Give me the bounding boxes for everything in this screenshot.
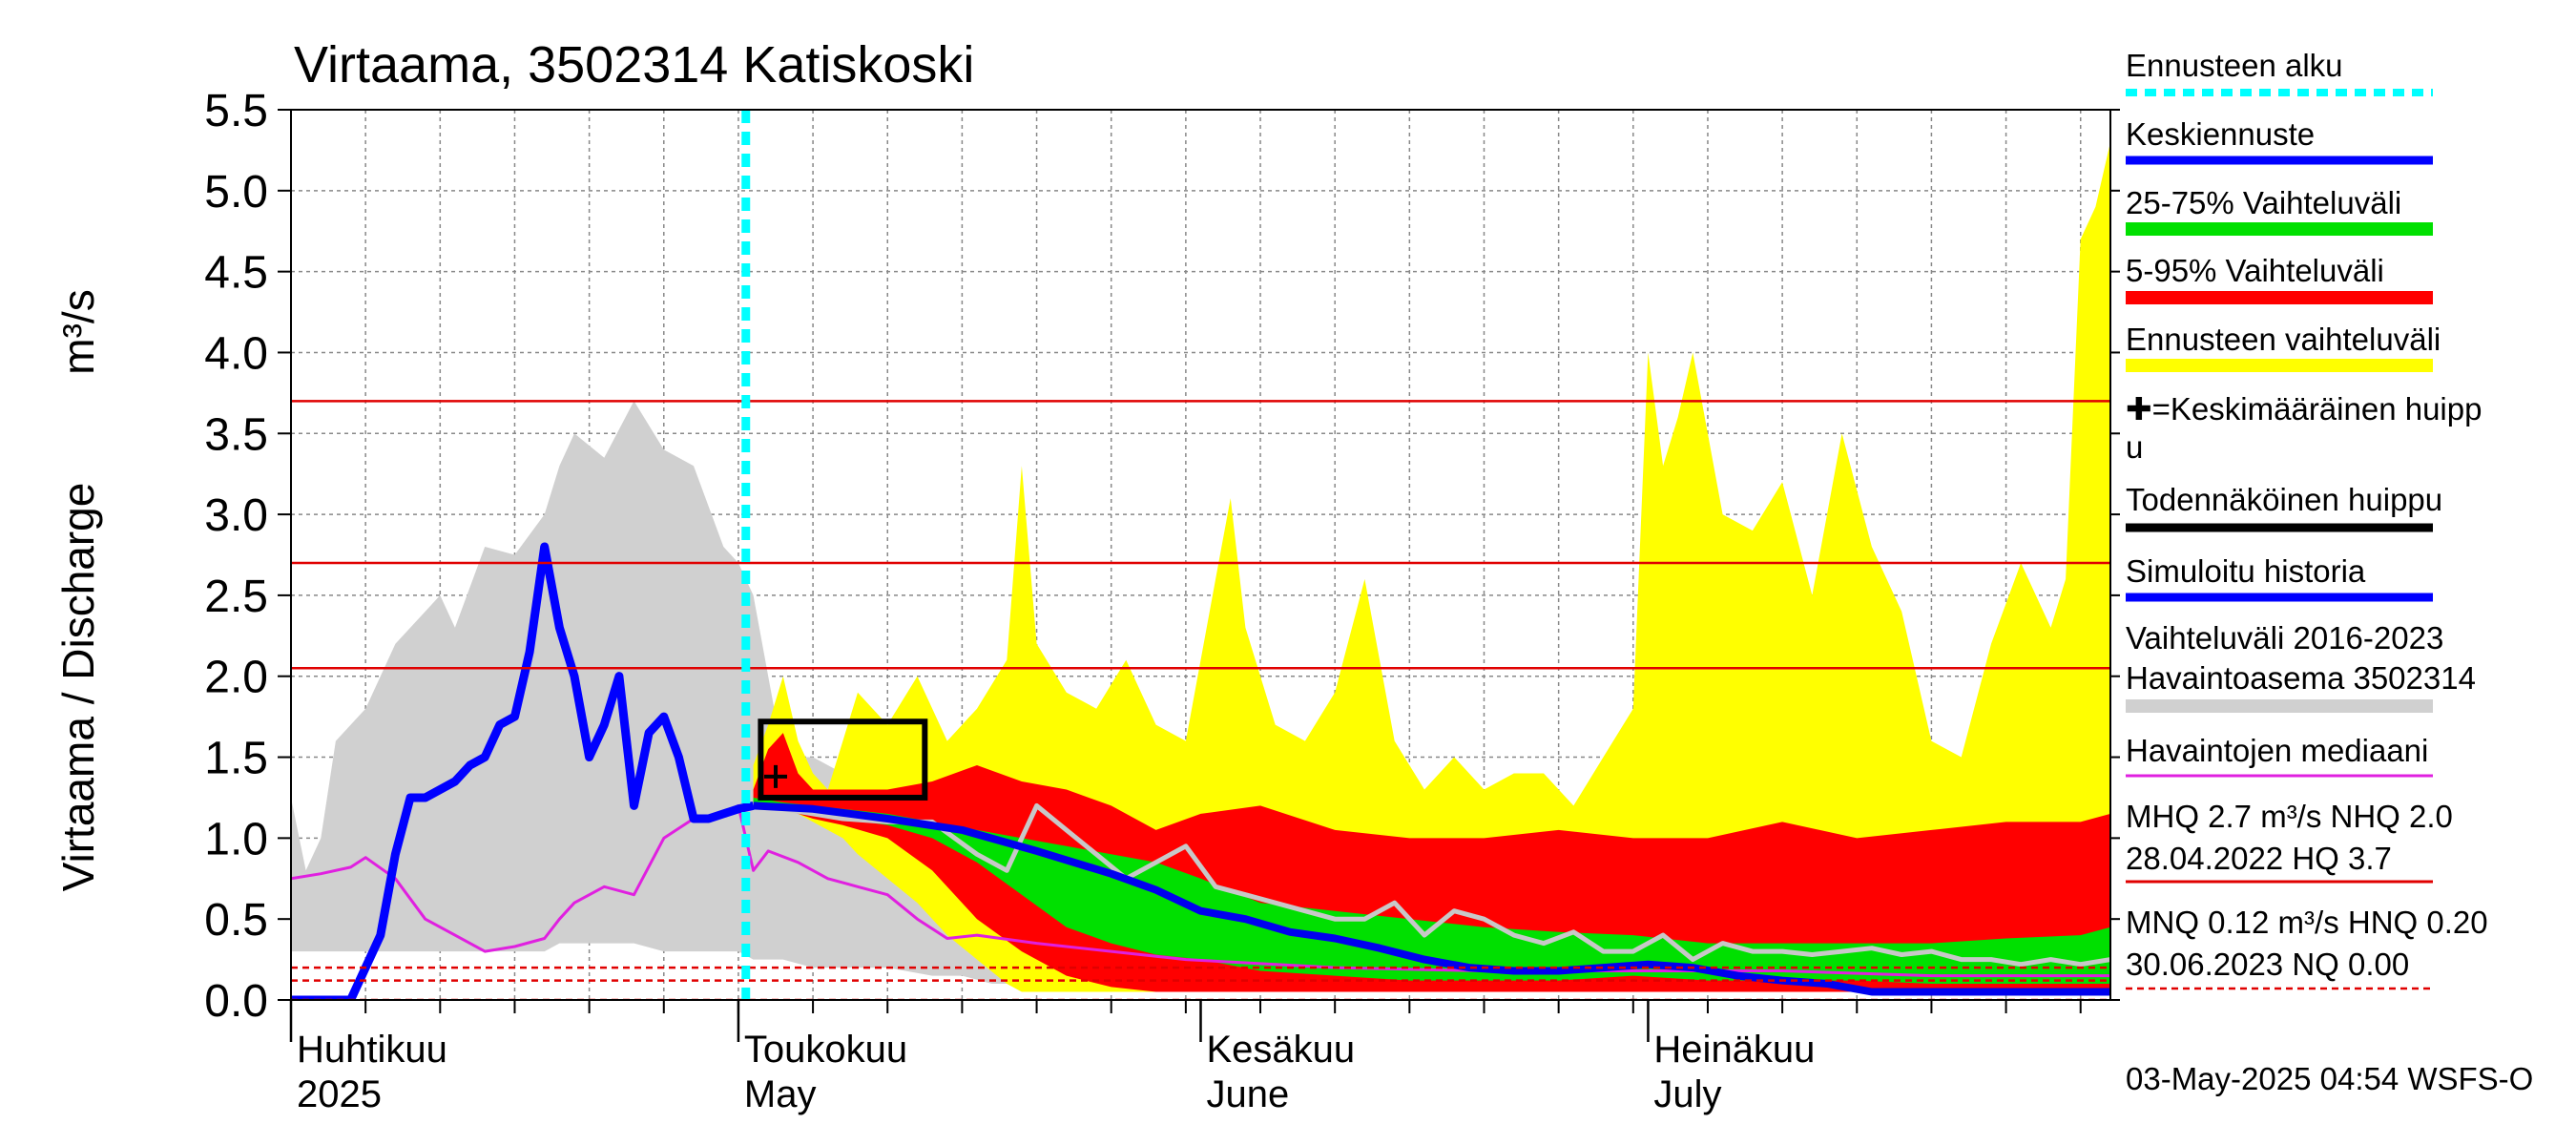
probable-peak-box [758, 718, 928, 801]
legend-label-8: Simuloitu historia [2126, 553, 2366, 589]
y-tick-label: 4.5 [204, 248, 268, 299]
x-month-label-fi: Huhtikuu [297, 1029, 447, 1071]
legend-label-2: Keskiennuste [2126, 116, 2315, 152]
legend-label-1: Ennusteen alku [2126, 48, 2343, 83]
y-tick-label: 1.0 [204, 814, 268, 864]
y-tick-label: 2.0 [204, 653, 268, 703]
legend-label-9-line2: Havaintoasema 3502314 [2126, 660, 2476, 696]
y-tick-label: 3.0 [204, 490, 268, 541]
y-tick-label: 0.5 [204, 895, 268, 946]
x-month-label-en: 2025 [297, 1073, 382, 1115]
legend-label-5: Ennusteen vaihteluväli [2126, 322, 2441, 357]
legend-label-6-line2: u [2126, 429, 2143, 465]
y-tick-label: 5.5 [204, 86, 268, 136]
legend-label-12: MNQ 0.12 m³/s HNQ 0.20 [2126, 905, 2488, 940]
x-month-label-en: May [744, 1073, 817, 1115]
y-tick-label: 1.5 [204, 734, 268, 784]
x-month-label-fi: Heinäkuu [1653, 1029, 1815, 1071]
legend-label-9: Vaihteluväli 2016-2023 [2126, 620, 2443, 656]
legend-label-7: Todennäköinen huippu [2126, 482, 2442, 517]
plot-area [291, 110, 2110, 1000]
series-line-simuloitu-historia [291, 542, 755, 1000]
x-month-label-en: July [1653, 1073, 1721, 1115]
footer-timestamp: 03-May-2025 04:54 WSFS-O [2126, 1061, 2533, 1096]
average-peak-marker [764, 764, 788, 788]
series-line-keskiennuste [753, 802, 2110, 996]
legend-label-11: MHQ 2.7 m³/s NHQ 2.0 [2126, 799, 2453, 834]
x-month-label-fi: Toukokuu [744, 1029, 907, 1071]
x-month-label-fi: Kesäkuu [1207, 1029, 1356, 1071]
legend-label-12-line2: 30.06.2023 NQ 0.00 [2126, 947, 2409, 982]
y-tick-label: 2.5 [204, 572, 268, 622]
series-band-ennusteen-vaihteluv-li [753, 141, 2110, 992]
legend-label-4: 5-95% Vaihteluväli [2126, 253, 2384, 288]
y-tick-label: 0.0 [204, 976, 268, 1027]
y-tick-label: 4.0 [204, 328, 268, 379]
legend-label-6: ✚=Keskimääräinen huipp [2126, 391, 2482, 427]
legend-label-10: Havaintojen mediaani [2126, 733, 2428, 768]
y-axis-unit: m³/s [53, 289, 103, 374]
legend-label-3: 25-75% Vaihteluväli [2126, 185, 2401, 220]
y-tick-label: 3.5 [204, 409, 268, 460]
chart-title: Virtaama, 3502314 Katiskoski [294, 36, 974, 94]
y-axis-label: Virtaama / Discharge [53, 483, 103, 892]
legend-label-11-line2: 28.04.2022 HQ 3.7 [2126, 841, 2392, 876]
x-month-label-en: June [1207, 1073, 1290, 1115]
y-tick-label: 5.0 [204, 167, 268, 218]
